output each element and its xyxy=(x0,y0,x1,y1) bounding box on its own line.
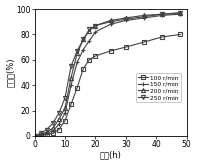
X-axis label: 时间(h): 时间(h) xyxy=(100,150,122,159)
Y-axis label: 降解率(%): 降解率(%) xyxy=(6,58,15,87)
Legend: 100 r/min, 150 r/min, 200 r/min, 250 r/min: 100 r/min, 150 r/min, 200 r/min, 250 r/m… xyxy=(136,73,181,102)
